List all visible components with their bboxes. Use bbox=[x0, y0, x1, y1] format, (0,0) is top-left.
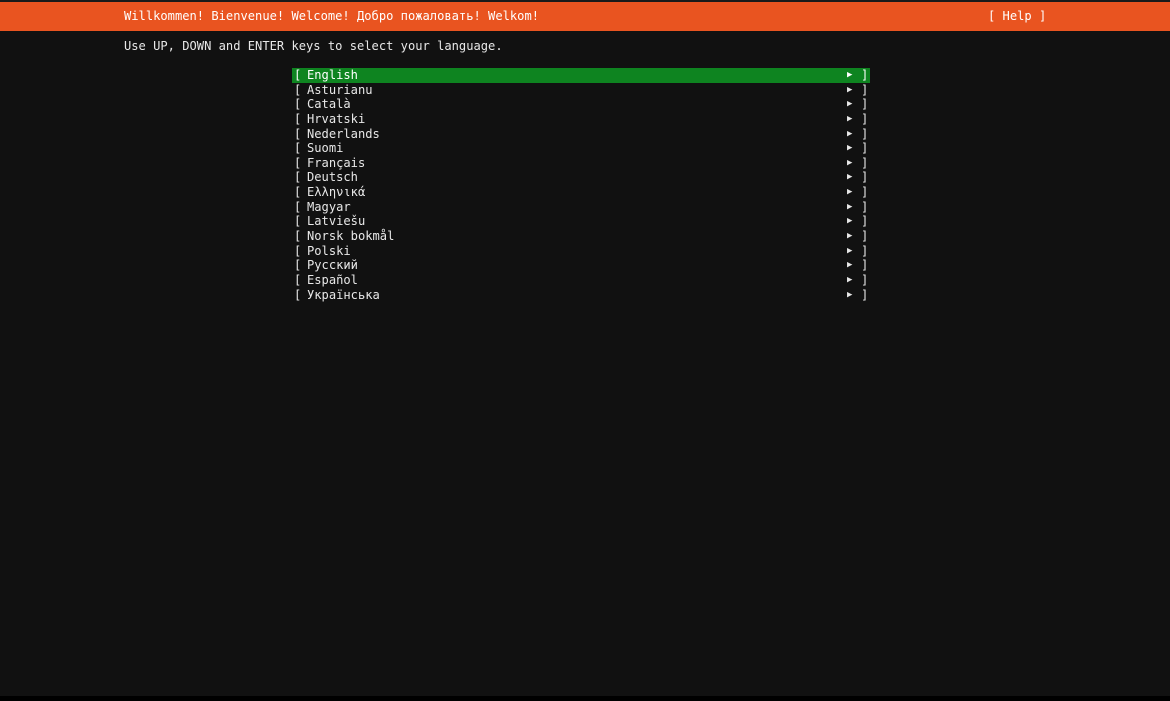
instruction-text: Use UP, DOWN and ENTER keys to select yo… bbox=[124, 39, 503, 53]
left-bracket: [ bbox=[294, 82, 302, 97]
language-option[interactable]: [ Українська ▶] bbox=[292, 288, 870, 303]
right-bracket: ] bbox=[861, 214, 869, 229]
right-bracket: ] bbox=[861, 82, 869, 97]
right-bracket: ] bbox=[861, 272, 869, 287]
language-label: Hrvatski bbox=[307, 111, 366, 126]
left-bracket: [ bbox=[294, 170, 302, 185]
arrow-right-icon: ▶ bbox=[847, 231, 853, 242]
language-label: Nederlands bbox=[307, 126, 380, 141]
left-bracket: [ bbox=[294, 229, 302, 244]
right-bracket: ] bbox=[861, 170, 869, 185]
right-bracket: ] bbox=[861, 97, 869, 112]
language-label: Ελληνικά bbox=[307, 185, 366, 200]
language-option[interactable]: [ Magyar ▶] bbox=[292, 200, 870, 215]
language-option[interactable]: [ Ελληνικά ▶] bbox=[292, 185, 870, 200]
right-bracket: ] bbox=[861, 141, 869, 156]
arrow-right-icon: ▶ bbox=[847, 157, 853, 168]
arrow-right-icon: ▶ bbox=[847, 289, 853, 300]
welcome-title: Willkommen! Bienvenue! Welcome! Добро по… bbox=[124, 9, 540, 23]
language-label: Català bbox=[307, 97, 351, 112]
language-label: Asturianu bbox=[307, 82, 373, 97]
header-bar: Willkommen! Bienvenue! Welcome! Добро по… bbox=[0, 2, 1170, 31]
language-option[interactable]: [ Nederlands ▶] bbox=[292, 127, 870, 142]
language-option[interactable]: [ Polski ▶] bbox=[292, 244, 870, 259]
left-bracket: [ bbox=[294, 243, 302, 258]
language-option[interactable]: [ Français ▶] bbox=[292, 156, 870, 171]
language-label: Deutsch bbox=[307, 170, 358, 185]
language-option[interactable]: [ Español ▶] bbox=[292, 273, 870, 288]
right-bracket: ] bbox=[861, 229, 869, 244]
right-bracket: ] bbox=[861, 185, 869, 200]
left-bracket: [ bbox=[294, 126, 302, 141]
language-label: Español bbox=[307, 272, 358, 287]
language-option[interactable]: [ English ▶] bbox=[292, 68, 870, 83]
left-bracket: [ bbox=[294, 155, 302, 170]
language-option[interactable]: [ Asturianu ▶] bbox=[292, 83, 870, 98]
language-list: [ English ▶] [ Asturianu ▶] [ Català ▶] [ Hrvatski… bbox=[292, 68, 870, 302]
language-label: Français bbox=[307, 155, 366, 170]
right-bracket: ] bbox=[861, 111, 869, 126]
right-bracket: ] bbox=[861, 126, 869, 141]
right-bracket: ] bbox=[861, 287, 869, 302]
language-option[interactable]: [ Deutsch ▶] bbox=[292, 170, 870, 185]
language-label: English bbox=[307, 68, 358, 82]
top-border bbox=[0, 0, 1170, 2]
left-bracket: [ bbox=[294, 141, 302, 156]
arrow-right-icon: ▶ bbox=[847, 260, 853, 271]
left-bracket: [ bbox=[294, 97, 302, 112]
left-bracket: [ bbox=[294, 185, 302, 200]
right-bracket: ] bbox=[861, 243, 869, 258]
arrow-right-icon: ▶ bbox=[847, 84, 853, 95]
arrow-right-icon: ▶ bbox=[847, 143, 853, 154]
arrow-right-icon: ▶ bbox=[847, 99, 853, 110]
arrow-right-icon: ▶ bbox=[847, 201, 853, 212]
language-option[interactable]: [ Català ▶] bbox=[292, 97, 870, 112]
language-option[interactable]: [ Hrvatski ▶] bbox=[292, 112, 870, 127]
bottom-border bbox=[0, 696, 1170, 701]
arrow-right-icon: ▶ bbox=[847, 245, 853, 256]
left-bracket: [ bbox=[294, 272, 302, 287]
right-bracket: ] bbox=[861, 155, 869, 170]
arrow-right-icon: ▶ bbox=[847, 187, 853, 198]
language-option[interactable]: [ Suomi ▶] bbox=[292, 141, 870, 156]
language-option[interactable]: [ Русский ▶] bbox=[292, 258, 870, 273]
right-bracket: ] bbox=[861, 68, 869, 82]
arrow-right-icon: ▶ bbox=[847, 274, 853, 285]
right-bracket: ] bbox=[861, 258, 869, 273]
left-bracket: [ bbox=[294, 258, 302, 273]
arrow-right-icon: ▶ bbox=[847, 172, 853, 183]
language-label: Polski bbox=[307, 243, 351, 258]
left-bracket: [ bbox=[294, 214, 302, 229]
left-bracket: [ bbox=[294, 199, 302, 214]
help-button[interactable]: [ Help ] bbox=[988, 9, 1047, 23]
language-label: Русский bbox=[307, 258, 358, 273]
language-label: Suomi bbox=[307, 141, 344, 156]
left-bracket: [ bbox=[294, 111, 302, 126]
left-bracket: [ bbox=[294, 68, 302, 82]
language-option[interactable]: [ Latviešu ▶] bbox=[292, 214, 870, 229]
left-bracket: [ bbox=[294, 287, 302, 302]
arrow-right-icon: ▶ bbox=[847, 216, 853, 227]
arrow-right-icon: ▶ bbox=[847, 113, 853, 124]
arrow-right-icon: ▶ bbox=[847, 70, 853, 80]
language-label: Magyar bbox=[307, 199, 351, 214]
language-label: Norsk bokmål bbox=[307, 229, 395, 244]
right-bracket: ] bbox=[861, 199, 869, 214]
language-option[interactable]: [ Norsk bokmål ▶] bbox=[292, 229, 870, 244]
arrow-right-icon: ▶ bbox=[847, 128, 853, 139]
language-label: Українська bbox=[307, 287, 380, 302]
language-label: Latviešu bbox=[307, 214, 366, 229]
